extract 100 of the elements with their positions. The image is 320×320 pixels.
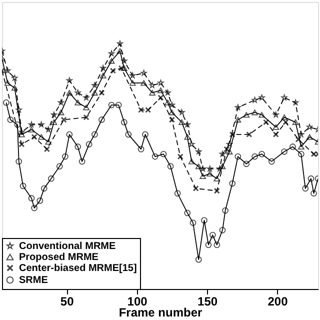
point [58,99,64,106]
point [290,144,296,150]
point [167,163,174,170]
point [281,114,288,120]
point [178,119,185,126]
point [263,120,269,125]
point [209,232,216,238]
point [206,170,214,177]
point [243,160,250,168]
point [230,132,235,138]
point [214,176,220,182]
point [164,100,171,106]
point [252,110,258,116]
point [28,126,35,132]
point [50,112,58,118]
point [214,242,220,248]
point [7,116,14,123]
point [178,154,184,160]
point [158,87,164,94]
point [306,134,313,140]
point [108,102,115,108]
point [145,107,151,113]
point [36,198,44,204]
point [311,151,316,157]
point [226,141,233,147]
point [158,95,164,100]
point [193,186,198,192]
point [234,153,242,160]
point [296,136,301,142]
point [61,117,66,122]
point [58,110,64,116]
point [169,117,175,122]
point [110,68,116,74]
point [62,153,68,160]
point [45,126,52,132]
point [168,110,176,116]
legend-label: Conventional MRME [19,241,116,252]
point [226,148,233,154]
point [292,99,299,106]
point [66,131,73,138]
point [108,58,115,64]
point [121,119,128,126]
point [229,180,236,187]
point [40,185,48,192]
point [243,112,250,118]
point [83,104,90,110]
point [118,66,124,71]
point [138,146,144,152]
point [201,217,208,224]
point [16,158,22,165]
point [18,132,25,138]
point [195,256,202,263]
point [184,134,191,140]
point [98,116,105,123]
point [258,112,266,118]
point [11,85,18,91]
x-axis-title: Frame number [118,306,203,320]
point [45,139,52,145]
x-tick-label: 150 [198,294,218,308]
point [149,90,156,96]
point [44,146,50,152]
legend-label: SRME [19,275,48,286]
x-tick-label: 100 [127,294,148,308]
point [298,150,304,158]
point [252,153,258,160]
point [129,80,136,86]
point [28,121,35,128]
point [152,153,158,160]
point [258,150,266,158]
point [281,148,288,155]
point [219,150,226,157]
point [302,185,309,192]
point [19,142,24,147]
point [140,80,148,86]
point [99,90,104,96]
point [74,100,82,106]
point [38,134,45,140]
point [74,144,82,150]
point [200,173,206,179]
point [56,163,63,170]
point [292,119,299,126]
point [50,119,58,126]
point [116,40,124,46]
point [283,120,288,125]
x-tick-label: 200 [268,294,288,308]
point [32,134,37,140]
legend-label: Center-biased MRME[15] [19,263,137,274]
point [298,144,304,150]
point [125,131,132,138]
point [205,242,212,248]
point [273,132,279,138]
point [308,175,314,182]
point [268,158,275,165]
point [78,158,86,165]
point [92,131,98,138]
point [142,131,148,138]
point [160,150,167,158]
point [214,188,220,194]
point [224,146,230,152]
point [138,107,144,113]
